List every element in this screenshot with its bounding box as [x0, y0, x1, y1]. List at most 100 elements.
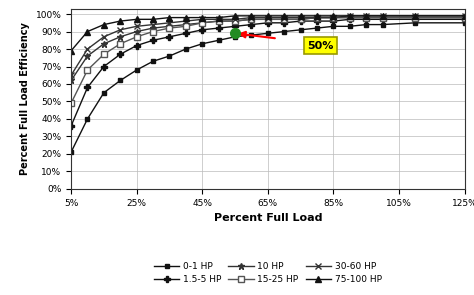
30-60 HP: [134, 24, 139, 28]
10 HP: [462, 16, 467, 19]
15-25 HP: [85, 68, 91, 72]
1.5-5 HP: [412, 18, 418, 21]
0-1 HP: [412, 21, 418, 24]
1.5-5 HP: [85, 86, 91, 89]
30-60 HP: [282, 16, 287, 19]
75-100 HP: [363, 14, 369, 18]
Text: 50%: 50%: [307, 40, 334, 50]
75-100 HP: [330, 14, 336, 18]
0-1 HP: [380, 23, 385, 26]
75-100 HP: [232, 14, 238, 18]
30-60 HP: [314, 16, 320, 19]
0-1 HP: [85, 117, 91, 121]
0-1 HP: [298, 28, 303, 32]
1.5-5 HP: [363, 18, 369, 21]
10 HP: [265, 18, 271, 21]
10 HP: [412, 16, 418, 19]
0-1 HP: [216, 39, 221, 42]
1.5-5 HP: [347, 18, 353, 21]
75-100 HP: [265, 14, 271, 18]
10 HP: [330, 16, 336, 19]
1.5-5 HP: [118, 53, 123, 56]
30-60 HP: [462, 14, 467, 18]
30-60 HP: [118, 28, 123, 32]
10 HP: [134, 30, 139, 33]
1.5-5 HP: [462, 18, 467, 21]
15-25 HP: [183, 24, 189, 28]
30-60 HP: [363, 14, 369, 18]
Line: 75-100 HP: 75-100 HP: [68, 13, 467, 54]
30-60 HP: [232, 18, 238, 21]
0-1 HP: [101, 91, 107, 94]
30-60 HP: [265, 16, 271, 19]
0-1 HP: [330, 24, 336, 28]
0-1 HP: [265, 32, 271, 35]
30-60 HP: [347, 14, 353, 18]
Y-axis label: Percent Full Load Efficiency: Percent Full Load Efficiency: [20, 22, 30, 175]
30-60 HP: [166, 21, 172, 24]
10 HP: [380, 16, 385, 19]
75-100 HP: [166, 16, 172, 19]
10 HP: [166, 24, 172, 28]
15-25 HP: [216, 19, 221, 23]
10 HP: [101, 42, 107, 45]
15-25 HP: [248, 18, 254, 21]
75-100 HP: [68, 49, 74, 53]
15-25 HP: [150, 30, 156, 33]
10 HP: [248, 18, 254, 21]
15-25 HP: [314, 16, 320, 19]
15-25 HP: [101, 53, 107, 56]
1.5-5 HP: [200, 28, 205, 32]
15-25 HP: [118, 42, 123, 45]
0-1 HP: [232, 35, 238, 39]
75-100 HP: [183, 16, 189, 19]
1.5-5 HP: [282, 21, 287, 24]
75-100 HP: [216, 16, 221, 19]
10 HP: [150, 26, 156, 30]
75-100 HP: [412, 14, 418, 18]
15-25 HP: [330, 16, 336, 19]
15-25 HP: [68, 101, 74, 105]
15-25 HP: [380, 16, 385, 19]
15-25 HP: [282, 18, 287, 21]
0-1 HP: [150, 60, 156, 63]
10 HP: [232, 19, 238, 23]
30-60 HP: [216, 18, 221, 21]
30-60 HP: [248, 16, 254, 19]
75-100 HP: [462, 14, 467, 18]
1.5-5 HP: [150, 39, 156, 42]
0-1 HP: [118, 79, 123, 82]
10 HP: [85, 54, 91, 58]
0-1 HP: [462, 21, 467, 24]
30-60 HP: [200, 18, 205, 21]
10 HP: [183, 23, 189, 26]
75-100 HP: [347, 14, 353, 18]
1.5-5 HP: [330, 19, 336, 23]
15-25 HP: [298, 18, 303, 21]
Line: 30-60 HP: 30-60 HP: [68, 12, 468, 79]
15-25 HP: [265, 18, 271, 21]
0-1 HP: [68, 150, 74, 154]
0-1 HP: [347, 24, 353, 28]
0-1 HP: [200, 42, 205, 45]
10 HP: [298, 18, 303, 21]
15-25 HP: [200, 21, 205, 24]
10 HP: [118, 35, 123, 39]
30-60 HP: [183, 19, 189, 23]
10 HP: [347, 16, 353, 19]
15-25 HP: [232, 19, 238, 23]
75-100 HP: [298, 14, 303, 18]
1.5-5 HP: [134, 44, 139, 47]
30-60 HP: [298, 16, 303, 19]
Line: 10 HP: 10 HP: [68, 14, 468, 84]
0-1 HP: [248, 33, 254, 37]
15-25 HP: [166, 26, 172, 30]
30-60 HP: [380, 14, 385, 18]
Line: 0-1 HP: 0-1 HP: [69, 20, 467, 155]
15-25 HP: [363, 16, 369, 19]
Line: 15-25 HP: 15-25 HP: [68, 15, 467, 106]
1.5-5 HP: [101, 65, 107, 68]
75-100 HP: [118, 19, 123, 23]
1.5-5 HP: [314, 19, 320, 23]
10 HP: [314, 16, 320, 19]
